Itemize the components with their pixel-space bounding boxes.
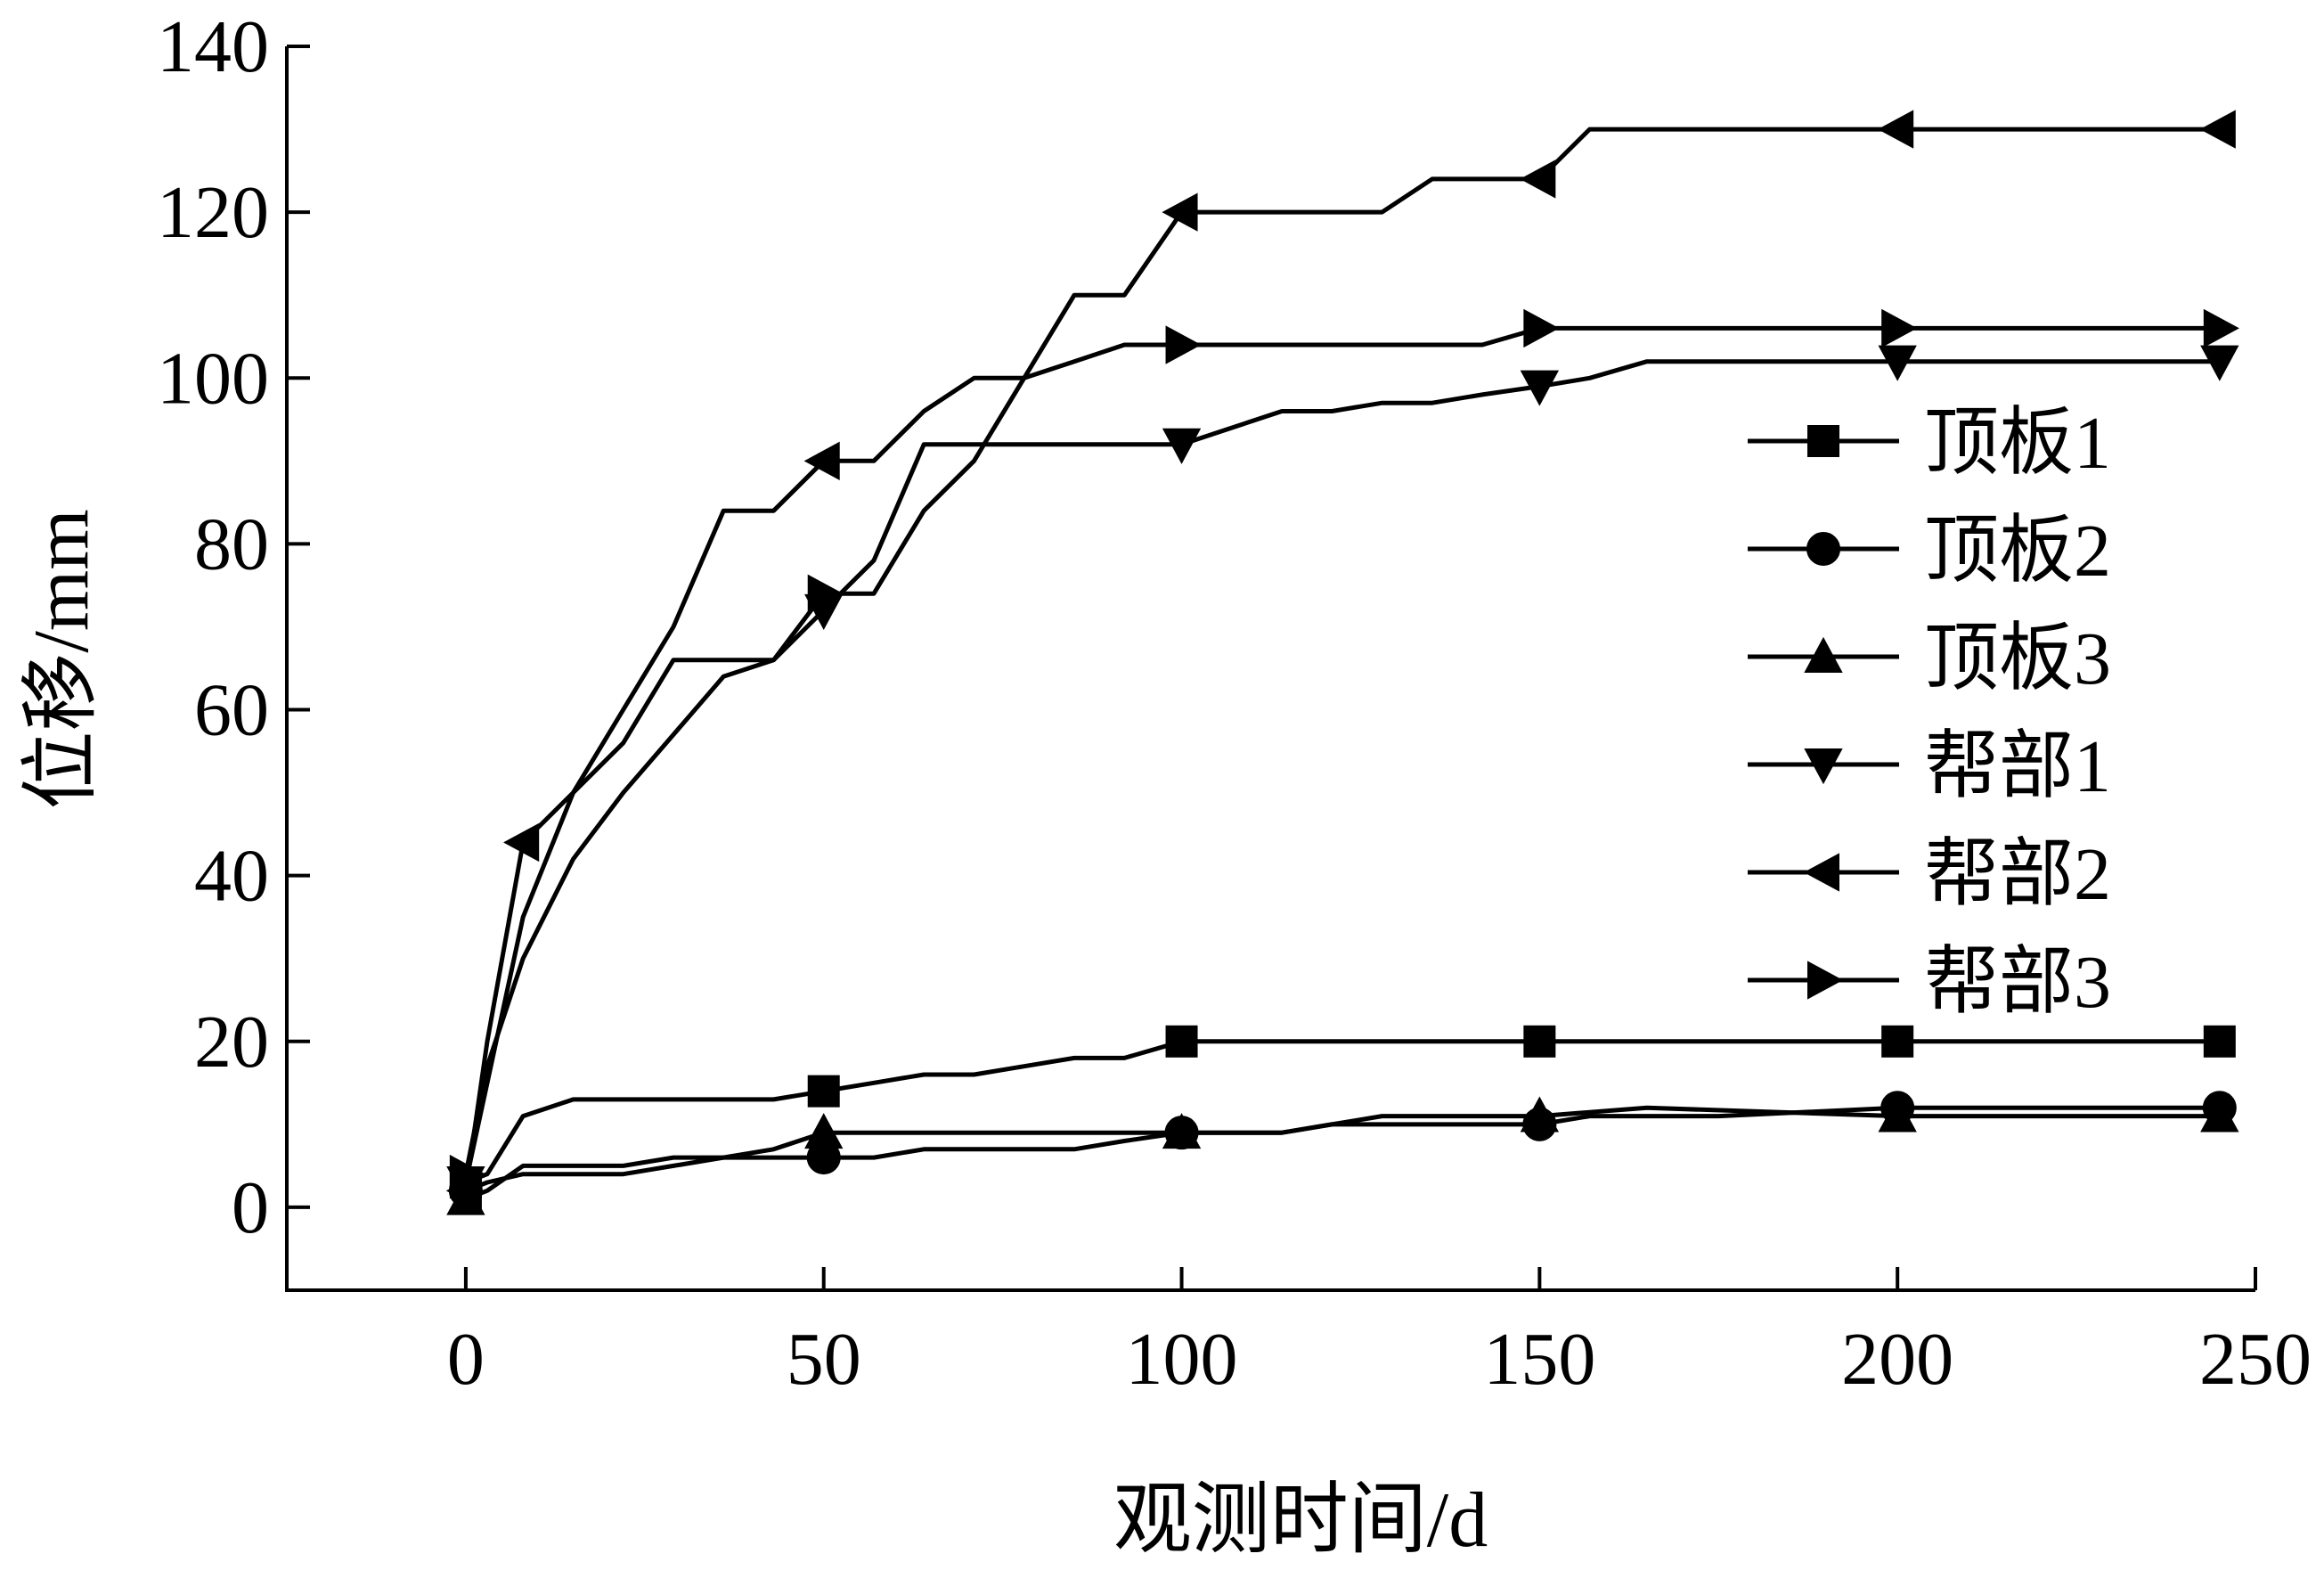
series-3 — [446, 1096, 2239, 1215]
legend-marker — [1803, 853, 1839, 892]
series-line — [464, 1039, 2220, 1185]
data-point-marker — [807, 574, 844, 613]
y-tick-label: 60 — [194, 669, 269, 752]
x-tick-label: 200 — [1841, 1318, 1953, 1401]
series-line — [463, 359, 2220, 1183]
data-point-marker — [1162, 192, 1198, 232]
legend-entry: 顶板3 — [1748, 617, 2111, 700]
data-point-marker — [2203, 1025, 2236, 1058]
y-tick-label: 140 — [157, 5, 269, 88]
data-point-marker — [803, 441, 840, 481]
x-tick-label: 150 — [1483, 1318, 1595, 1401]
y-tick-label: 80 — [194, 503, 269, 585]
legend-marker — [1807, 961, 1844, 1000]
legend-marker — [1807, 425, 1839, 457]
data-point-marker — [804, 1113, 844, 1149]
y-axis-title: 位移/mm — [19, 509, 105, 809]
legend-label: 顶板2 — [1924, 510, 2111, 593]
y-tick-label: 0 — [232, 1166, 269, 1249]
series-line — [463, 127, 2220, 1191]
data-point-marker — [807, 1075, 840, 1108]
data-point-marker — [1878, 1096, 1917, 1133]
data-point-marker — [1881, 308, 1918, 348]
legend: 顶板1 顶板2 顶板3 帮部1 帮部2 帮部3 — [1748, 402, 2111, 1024]
data-point-marker — [1162, 1113, 1202, 1149]
series-5 — [445, 110, 2236, 1210]
legend-marker — [1804, 748, 1843, 785]
y-tick-label: 120 — [157, 171, 269, 254]
x-tick-label: 100 — [1126, 1318, 1238, 1401]
axes: 0 50 100 150 200 250 0 20 40 60 80 100 120 140 — [157, 5, 2312, 1401]
data-point-marker — [1523, 308, 1560, 348]
data-point-marker — [1165, 325, 1202, 364]
legend-entry: 帮部2 — [1748, 833, 2111, 916]
x-tick-label: 250 — [2199, 1318, 2312, 1401]
x-axis-title: 观测时间/d — [1113, 1477, 1488, 1564]
legend-marker — [1804, 636, 1843, 673]
legend-entry: 帮部1 — [1748, 725, 2111, 808]
data-point-marker — [1162, 428, 1202, 464]
data-point-marker — [1523, 1025, 1556, 1058]
x-tick-label: 0 — [447, 1318, 485, 1401]
legend-label: 顶板3 — [1924, 617, 2111, 700]
series-line — [463, 325, 2220, 1175]
data-point-marker — [1165, 1025, 1198, 1058]
series-1 — [449, 1025, 2236, 1199]
data-point-marker — [1878, 345, 1917, 381]
legend-entry: 帮部3 — [1748, 941, 2111, 1024]
legend-label: 帮部3 — [1924, 941, 2111, 1024]
series-2 — [448, 1091, 2237, 1208]
series-layer — [445, 110, 2239, 1215]
legend-label: 帮部2 — [1924, 833, 2111, 916]
x-tick-label: 50 — [787, 1318, 861, 1401]
data-point-marker — [2203, 308, 2239, 348]
data-point-marker — [449, 1155, 486, 1194]
data-point-marker — [1881, 1025, 1914, 1058]
legend-label: 顶板1 — [1924, 402, 2111, 485]
data-point-marker — [503, 822, 540, 863]
series-6 — [449, 308, 2239, 1194]
series-line — [464, 1105, 2220, 1193]
data-point-marker — [1520, 1096, 1560, 1133]
data-point-marker — [2200, 1096, 2239, 1133]
legend-marker — [1806, 532, 1840, 566]
y-tick-label: 20 — [194, 1001, 269, 1083]
legend-label: 帮部1 — [1924, 725, 2111, 808]
data-point-marker — [2199, 110, 2236, 149]
legend-entry: 顶板1 — [1748, 402, 2111, 485]
data-point-marker — [1520, 159, 1556, 199]
data-point-marker — [2200, 345, 2239, 381]
data-point-marker — [1878, 110, 1914, 149]
legend-entry: 顶板2 — [1748, 510, 2111, 593]
data-point-marker — [1520, 370, 1560, 406]
y-tick-label: 40 — [194, 835, 269, 918]
y-tick-label: 100 — [157, 337, 269, 420]
series-line — [464, 1105, 2220, 1201]
